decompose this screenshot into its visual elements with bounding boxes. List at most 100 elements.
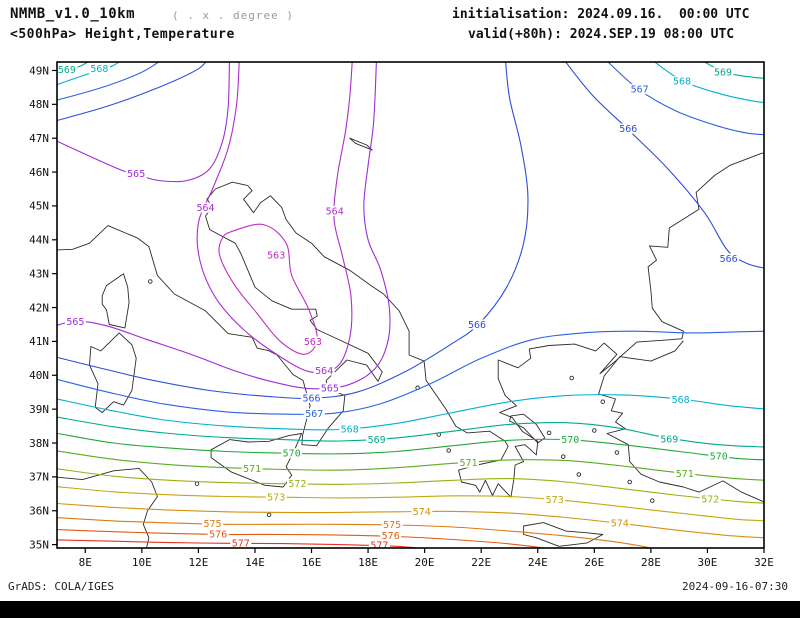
contour-label: 573	[267, 493, 285, 504]
y-axis-tick-label: 40N	[29, 369, 49, 382]
y-axis-tick-label: 48N	[29, 98, 49, 111]
contour-label-bg	[88, 63, 110, 74]
contour-line-565	[57, 62, 391, 390]
contour-label-bg	[629, 84, 651, 95]
map-frame	[56, 61, 765, 549]
island-dot	[546, 430, 552, 436]
valid-time-label: valid(+80h): 2024.SEP.19 08:00 UTC	[468, 27, 735, 42]
y-axis-tick-label: 37N	[29, 471, 49, 484]
contour-label-bg	[125, 168, 147, 179]
x-axis-tick-label: 8E	[79, 556, 92, 569]
coastline-lake-balaton	[349, 137, 373, 151]
contour-label-bg	[381, 519, 403, 530]
contour-label-bg	[339, 424, 361, 435]
y-axis-tick-label: 36N	[29, 505, 49, 518]
y-axis-tick-label: 39N	[29, 403, 49, 416]
coastline-corsica	[101, 273, 130, 329]
contour-label: 572	[701, 494, 719, 505]
contour-label-bg	[303, 408, 325, 419]
bottom-black-bar	[0, 601, 800, 618]
x-axis-tick-label: 16E	[302, 556, 322, 569]
x-axis-tick-label: 12E	[188, 556, 208, 569]
contour-label: 573	[546, 495, 564, 506]
coastline-italy-west-adriatic	[57, 181, 383, 447]
contour-line-572	[57, 468, 764, 504]
x-axis-tick-label: 28E	[641, 556, 661, 569]
contour-label: 570	[283, 449, 301, 460]
contour-label-bg	[544, 494, 566, 505]
contour-line-569	[703, 62, 764, 79]
contour-label-bg	[230, 538, 252, 548]
island-dot	[614, 450, 620, 455]
contour-line-566	[57, 62, 529, 400]
contour-label-bg	[366, 434, 388, 445]
contour-label-bg	[658, 433, 680, 444]
x-axis-tick-label: 10E	[132, 556, 152, 569]
y-axis-tick-label: 45N	[29, 200, 49, 213]
contour-label-bg	[411, 506, 433, 517]
contour-label: 566	[720, 254, 738, 265]
coastline-euboea	[509, 413, 546, 444]
contour-label-bg	[617, 123, 639, 134]
contour-label: 576	[382, 531, 400, 542]
contour-label-bg	[559, 434, 581, 445]
contour-label-bg	[265, 492, 287, 503]
contour-label: 566	[468, 320, 486, 331]
contour-line-574	[57, 502, 764, 539]
contour-label: 570	[710, 451, 728, 462]
island-dot	[576, 472, 582, 477]
contour-label: 571	[459, 458, 477, 469]
contour-label-bg	[302, 336, 324, 347]
contour-line-565	[57, 62, 230, 183]
contour-label-bg	[671, 76, 693, 87]
contour-label-bg	[458, 457, 479, 468]
contour-line-571	[57, 450, 764, 481]
init-time-label: initialisation: 2024.09.16. 00:00 UTC	[452, 7, 750, 22]
grads-credit: GrADS: COLA/IGES	[8, 580, 114, 593]
coastline-sicily	[210, 433, 303, 488]
contour-label-bg	[368, 540, 390, 548]
y-axis-tick-label: 46N	[29, 166, 49, 179]
contour-label-bg	[202, 518, 223, 529]
contour-label: 565	[321, 384, 339, 395]
contour-label: 569	[58, 65, 76, 76]
contour-label-bg	[466, 319, 488, 330]
contour-label-bg	[674, 468, 696, 479]
contour-label-bg	[265, 250, 287, 260]
y-axis-tick-label: 44N	[29, 234, 49, 247]
x-axis-tick-label: 14E	[245, 556, 265, 569]
contour-label: 577	[232, 539, 250, 550]
x-axis-tick-label: 30E	[697, 556, 717, 569]
contour-line-567	[57, 62, 160, 101]
y-axis-tick-label: 43N	[29, 268, 49, 281]
contour-label: 567	[305, 409, 323, 420]
contour-label: 564	[326, 206, 344, 217]
contour-label: 574	[413, 507, 431, 518]
y-axis-tick-label: 42N	[29, 301, 49, 314]
contour-label-bg	[324, 206, 346, 216]
island-dot	[592, 428, 597, 433]
island-dot	[627, 479, 632, 485]
island-dot	[650, 498, 655, 503]
contour-label: 565	[66, 317, 84, 328]
contour-label: 577	[370, 541, 388, 552]
contour-line-576	[57, 528, 549, 548]
island-dot	[194, 481, 200, 486]
contour-label-bg	[699, 493, 721, 504]
x-axis-tick-label: 24E	[528, 556, 548, 569]
contour-label: 564	[315, 366, 333, 377]
contour-label-bg	[708, 450, 730, 461]
contour-line-564	[196, 62, 353, 374]
contour-label-bg	[670, 394, 692, 405]
field-title: <500hPa> Height,Temperature	[10, 27, 235, 42]
y-axis-tick-label: 38N	[29, 437, 49, 450]
contour-label-bg	[57, 64, 78, 75]
island-dot	[266, 512, 272, 518]
contour-line-568	[653, 62, 764, 103]
island-dot	[560, 454, 566, 459]
contour-label-bg	[195, 202, 216, 213]
contour-label-bg	[281, 448, 303, 459]
